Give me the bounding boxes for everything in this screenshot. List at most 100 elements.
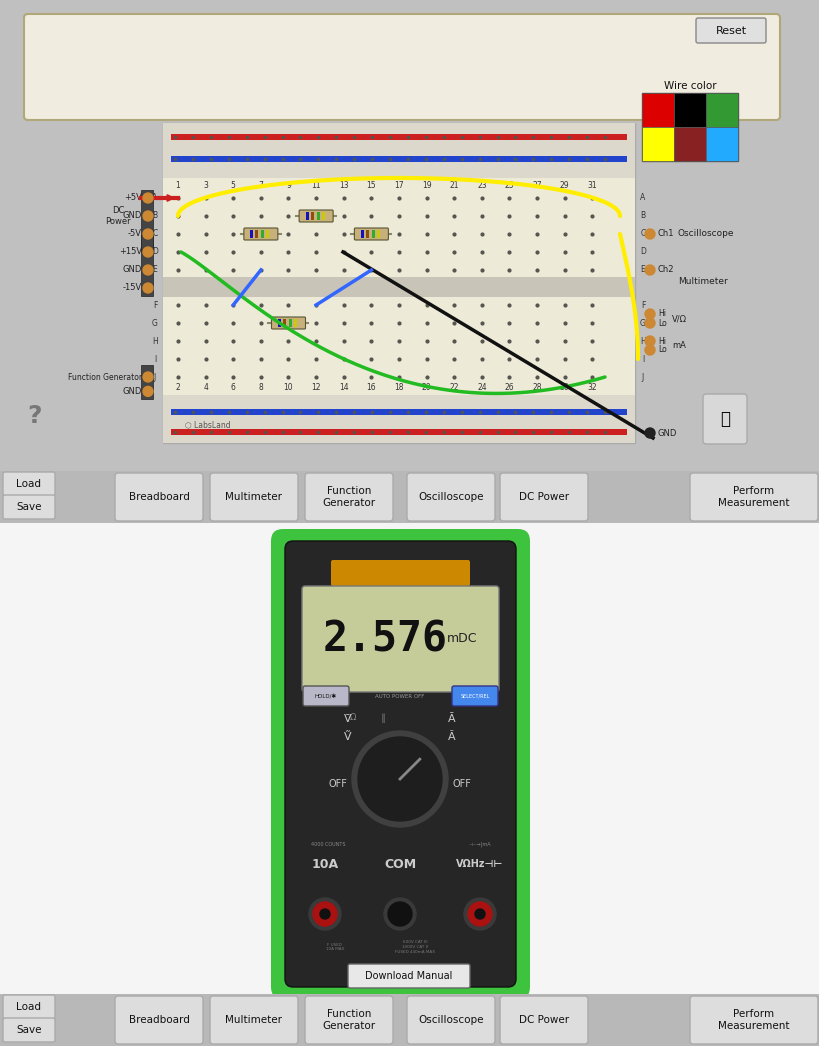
FancyBboxPatch shape [3, 495, 55, 519]
Text: F: F [640, 300, 645, 310]
Text: 31: 31 [587, 182, 596, 190]
Text: Lo: Lo [657, 318, 666, 327]
Bar [163, 123, 634, 444]
Text: Multimeter: Multimeter [225, 492, 283, 502]
Bar [365, 230, 369, 238]
Text: Perform
Measurement: Perform Measurement [717, 1009, 789, 1030]
Text: DC Power: DC Power [518, 492, 568, 502]
Circle shape [143, 229, 153, 238]
FancyBboxPatch shape [3, 995, 55, 1019]
Text: 2: 2 [175, 383, 180, 391]
Bar [141, 235, 153, 296]
Text: 19: 19 [421, 182, 431, 190]
Text: 10: 10 [283, 383, 293, 391]
Bar [141, 190, 153, 251]
Text: Lo: Lo [657, 345, 666, 355]
Text: G: G [152, 318, 158, 327]
Text: Perform
Measurement: Perform Measurement [717, 486, 789, 507]
Text: 7: 7 [258, 182, 263, 190]
FancyBboxPatch shape [115, 473, 203, 521]
Text: HOLD/✱: HOLD/✱ [314, 693, 337, 699]
Text: 5: 5 [230, 182, 235, 190]
Circle shape [143, 194, 153, 203]
Text: Breadboard: Breadboard [129, 492, 189, 502]
Bar [372, 230, 374, 238]
Text: OFF: OFF [452, 779, 471, 789]
FancyBboxPatch shape [299, 210, 333, 222]
Circle shape [143, 265, 153, 275]
Text: GND: GND [657, 429, 676, 437]
Text: B: B [152, 211, 157, 221]
Text: 13: 13 [338, 182, 348, 190]
Circle shape [143, 386, 153, 396]
Bar [171, 156, 627, 162]
Circle shape [645, 428, 654, 438]
FancyBboxPatch shape [24, 14, 779, 120]
Text: 18: 18 [394, 383, 403, 391]
Text: 16: 16 [366, 383, 376, 391]
Bar [163, 395, 634, 444]
FancyBboxPatch shape [303, 686, 349, 706]
Text: E: E [152, 266, 157, 274]
Text: 30: 30 [559, 383, 569, 391]
FancyBboxPatch shape [500, 473, 587, 521]
Text: -15V: -15V [123, 283, 142, 293]
Bar [377, 230, 379, 238]
Text: 3: 3 [203, 182, 208, 190]
Circle shape [143, 283, 153, 293]
Bar [163, 178, 634, 395]
Text: ⬡ LabsLand: ⬡ LabsLand [185, 420, 230, 430]
FancyBboxPatch shape [285, 541, 515, 987]
Bar [360, 230, 364, 238]
FancyBboxPatch shape [115, 996, 203, 1044]
Text: I: I [641, 355, 644, 364]
Circle shape [143, 247, 153, 257]
Bar [266, 230, 269, 238]
Circle shape [645, 318, 654, 328]
FancyBboxPatch shape [500, 996, 587, 1044]
Text: 21: 21 [449, 182, 459, 190]
Text: ║: ║ [380, 713, 385, 723]
Text: mA: mA [672, 341, 685, 350]
Text: 17: 17 [394, 182, 403, 190]
Circle shape [383, 899, 415, 930]
Text: +5V: +5V [124, 194, 142, 203]
Text: I: I [154, 355, 156, 364]
Text: Hi: Hi [657, 310, 665, 318]
Bar [278, 319, 281, 327]
Text: 27: 27 [532, 182, 541, 190]
Text: 26: 26 [504, 383, 514, 391]
Text: Load: Load [16, 479, 42, 488]
Text: 22: 22 [449, 383, 459, 391]
Text: 🗑: 🗑 [719, 410, 729, 428]
Bar [250, 230, 253, 238]
Text: Multimeter: Multimeter [225, 1015, 283, 1025]
FancyBboxPatch shape [354, 228, 388, 240]
Text: GND: GND [123, 387, 142, 395]
Text: Ã: Ã [448, 732, 455, 742]
Text: Reset: Reset [714, 26, 745, 36]
Text: 11: 11 [311, 182, 320, 190]
Bar [641, 127, 673, 161]
Text: ?: ? [28, 404, 43, 428]
Text: Load: Load [16, 1002, 42, 1011]
FancyBboxPatch shape [305, 996, 392, 1044]
Bar [294, 319, 296, 327]
Circle shape [387, 902, 411, 926]
Text: Function
Generator: Function Generator [322, 1009, 375, 1030]
Text: Breadboard: Breadboard [129, 1015, 189, 1025]
Text: J: J [154, 372, 156, 382]
Text: Ṽ: Ṽ [344, 732, 351, 742]
Bar [316, 212, 319, 220]
Text: 9: 9 [286, 182, 291, 190]
Text: 14: 14 [338, 383, 348, 391]
Text: 25: 25 [504, 182, 514, 190]
Text: +15V: +15V [119, 248, 142, 256]
Circle shape [464, 899, 495, 930]
Bar [705, 93, 737, 127]
Circle shape [351, 731, 447, 827]
Text: F: F [152, 300, 157, 310]
Bar [641, 93, 673, 127]
Circle shape [468, 902, 491, 926]
Bar [283, 319, 286, 327]
